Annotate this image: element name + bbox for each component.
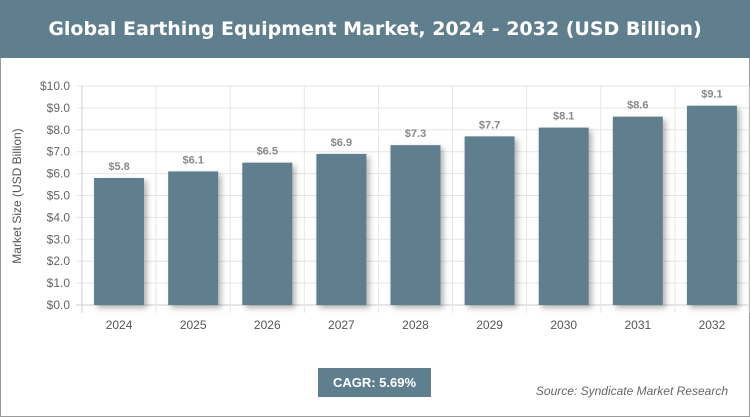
y-tick-label: $7.0: [47, 145, 71, 159]
y-tick-label: $8.0: [47, 123, 71, 137]
y-tick-label: $10.0: [40, 79, 70, 93]
x-tick-label: 2027: [328, 318, 355, 332]
x-tick-label: 2026: [254, 318, 281, 332]
y-tick-label: $0.0: [47, 298, 71, 312]
data-label: $6.1: [182, 154, 203, 166]
bar-2032: [686, 105, 737, 306]
bar-2028: [390, 145, 441, 305]
data-label: $9.1: [701, 89, 722, 101]
y-axis-label: Market Size (USD Billion): [10, 128, 24, 263]
source-note: Source: Syndicate Market Research: [535, 384, 728, 398]
data-label: $6.5: [257, 146, 278, 158]
y-tick-label: $6.0: [47, 167, 71, 181]
y-tick-label: $3.0: [47, 232, 71, 246]
y-tick-label: $5.0: [47, 189, 71, 203]
data-label: $5.8: [108, 161, 129, 173]
chart-title: Global Earthing Equipment Market, 2024 -…: [0, 0, 750, 58]
x-tick-label: 2024: [106, 318, 133, 332]
bar-2027: [316, 153, 367, 305]
x-tick-label: 2032: [699, 318, 726, 332]
x-tick-label: 2025: [180, 318, 207, 332]
y-tick-label: $2.0: [47, 254, 71, 268]
x-tick-label: 2028: [402, 318, 429, 332]
y-tick-label: $4.0: [47, 210, 71, 224]
x-tick-label: 2029: [476, 318, 503, 332]
x-tick-label: 2031: [624, 318, 651, 332]
data-label: $7.7: [479, 119, 500, 131]
bar-2024: [94, 177, 145, 305]
bar-2030: [538, 127, 589, 305]
cagr-badge: CAGR: 5.69%: [318, 368, 431, 397]
bar-2029: [464, 136, 515, 305]
data-label: $6.9: [331, 137, 352, 149]
data-label: $8.1: [553, 111, 574, 123]
y-tick-label: $9.0: [47, 101, 71, 115]
x-tick-label: 2030: [550, 318, 577, 332]
data-label: $8.6: [627, 100, 648, 112]
bar-2025: [168, 171, 219, 305]
bar-2026: [242, 162, 293, 305]
data-label: $7.3: [405, 128, 426, 140]
y-tick-label: $1.0: [47, 276, 71, 290]
bar-2031: [612, 116, 663, 305]
